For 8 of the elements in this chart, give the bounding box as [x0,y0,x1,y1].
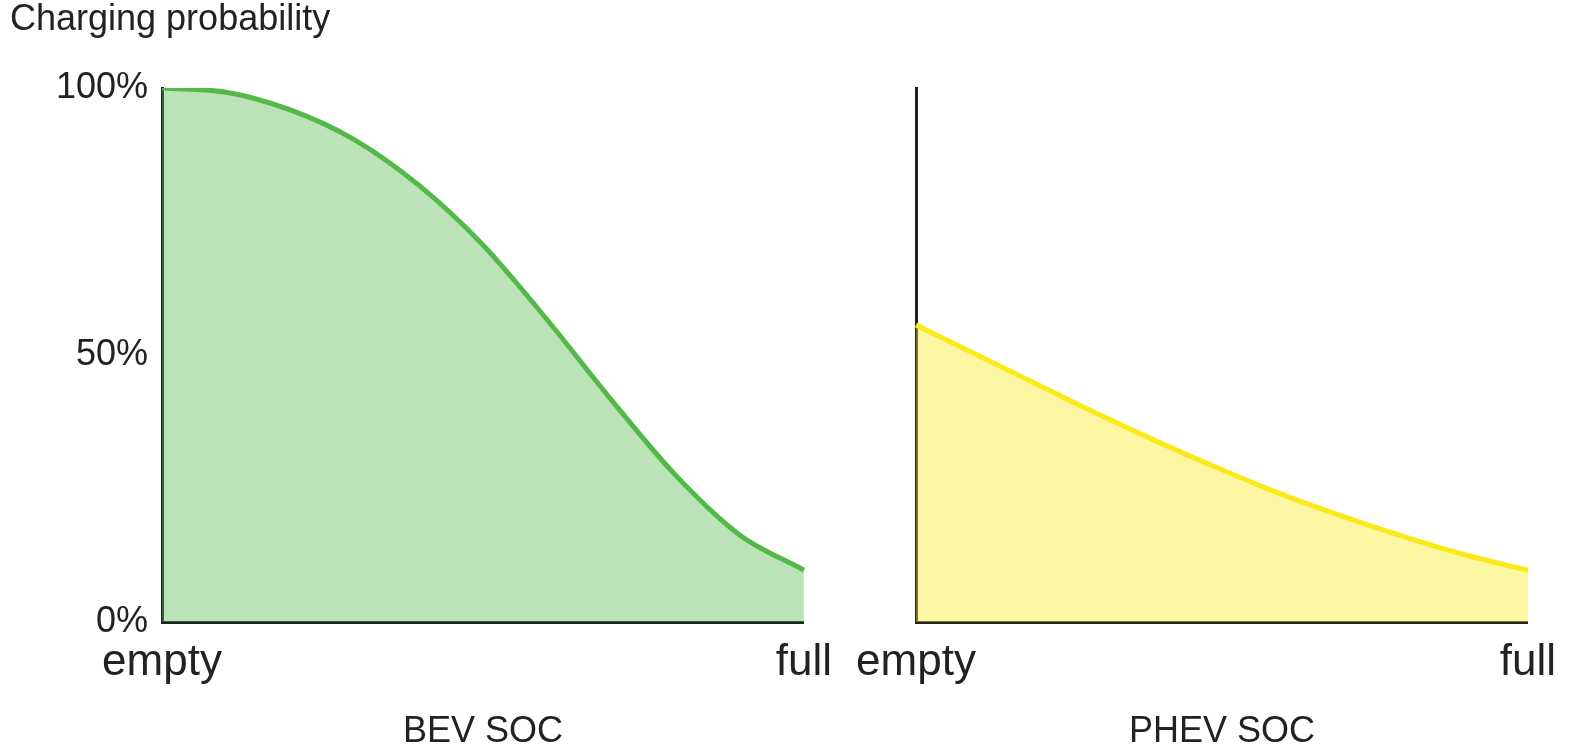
y-axis-title: Charging probability [10,0,331,38]
x-tick-label: full [775,634,832,684]
y-tick-label: 50% [75,331,148,373]
x-axis-title: BEV SOC [402,709,563,751]
y-tick-label: 100% [55,64,148,106]
x-tick-label: full [1499,634,1556,684]
x-axis-title: PHEV SOC [1128,709,1315,751]
x-tick-label: empty [856,634,976,684]
